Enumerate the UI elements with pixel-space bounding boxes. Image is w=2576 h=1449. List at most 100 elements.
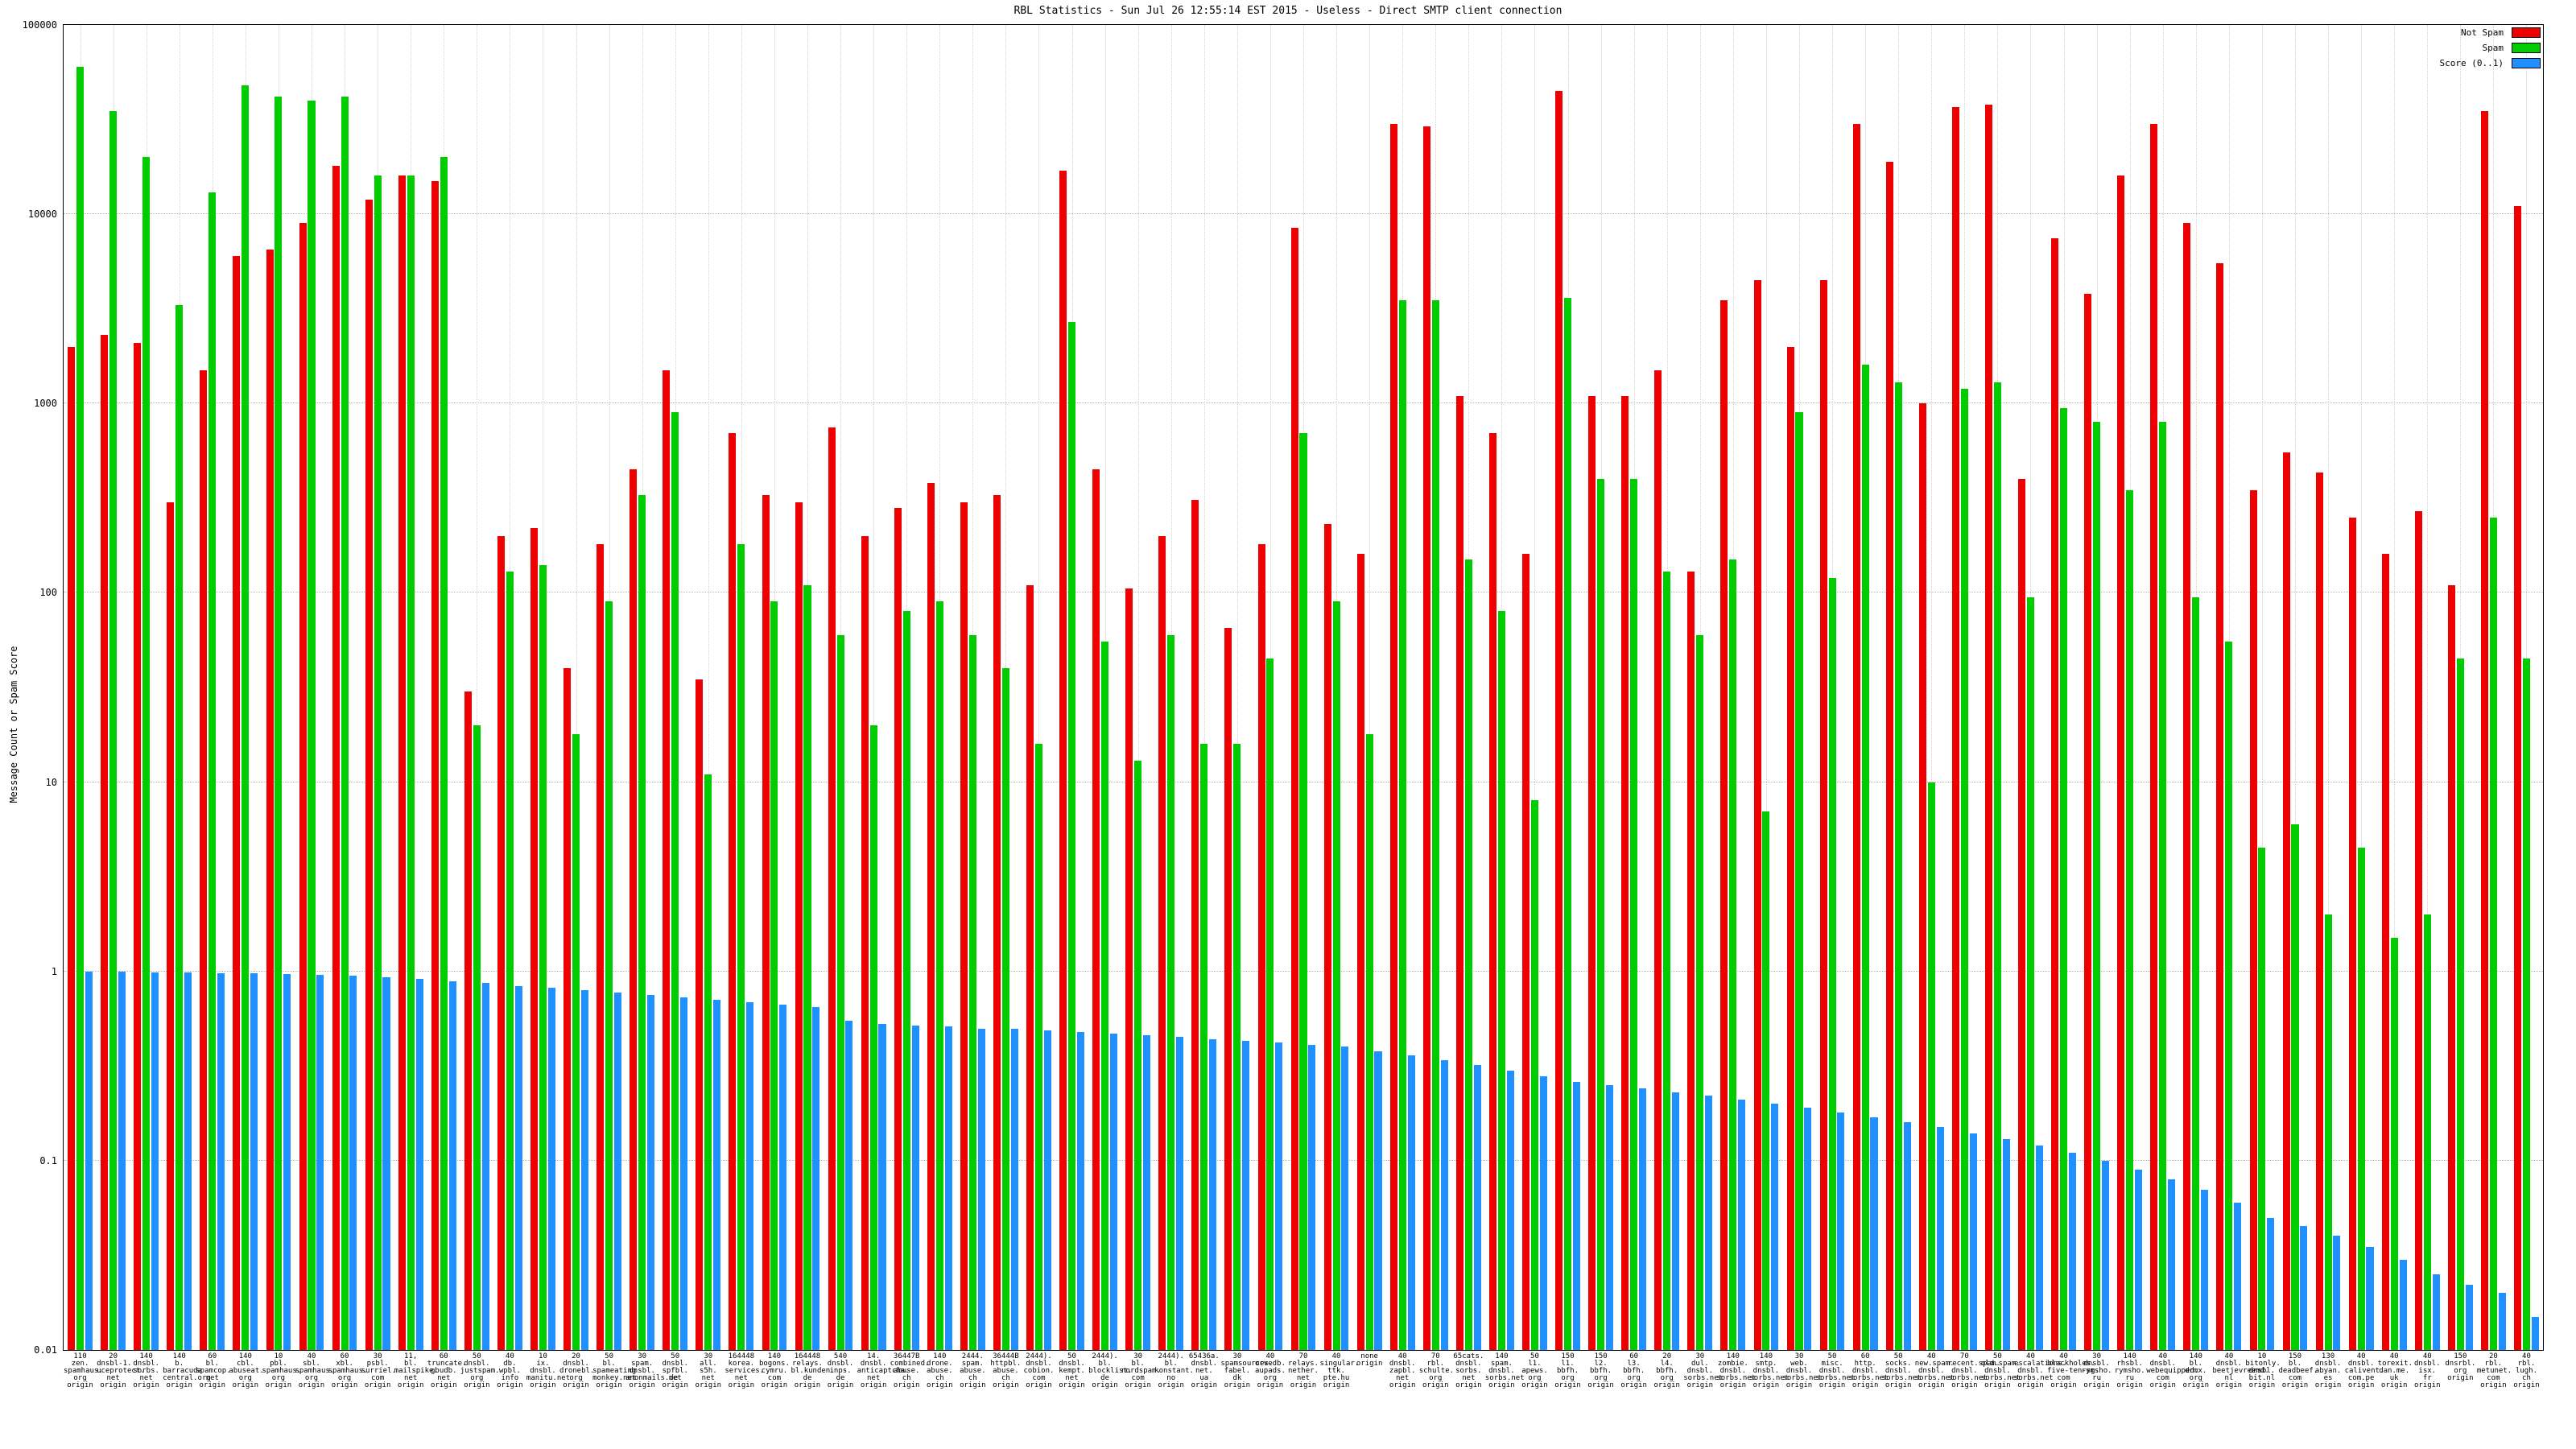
bar-spam (2390, 938, 2398, 1350)
x-tick-label: 2444). bl. blocklist. de origin (1088, 1352, 1133, 1389)
x-tick-label: 140 smtp. dnsbl. sorbs.net origin (1749, 1352, 1790, 1389)
bar-not-spam (1885, 161, 1893, 1350)
bar-score-0-1 (613, 993, 621, 1350)
plot-area: 100000 10000 1000 100 10 1 0.1 0.01 110 zen. spamh… (23, 19, 2544, 1389)
bar-score-0-1 (878, 1023, 886, 1350)
bar-not-spam (332, 166, 340, 1350)
bar-not-spam (2348, 517, 2356, 1350)
x-tick-label: 50 dnsbl. spfbl. net origin (662, 1352, 688, 1389)
x-gridline (576, 25, 577, 1350)
y-tick-label: 10000 (27, 208, 57, 221)
bar-score-0-1 (349, 975, 357, 1350)
bar-score-0-1 (647, 995, 655, 1350)
bar-not-spam (1191, 499, 1199, 1350)
bar-spam (208, 192, 217, 1350)
x-tick-label: 70 recent.spam. dnsbl. sorbs.net origin (1947, 1352, 2000, 1389)
bar-spam (2489, 517, 2497, 1350)
bar-spam (1960, 388, 1968, 1350)
chart-title: RBL Statistics - Sun Jul 26 12:55:14 EST… (1013, 5, 1563, 17)
bar-score-0-1 (316, 974, 324, 1350)
bar-spam (1200, 743, 1208, 1350)
x-tick-label: 50 old.spam. dnsbl. sorbs.net origin (1980, 1352, 2021, 1389)
bar-not-spam (2447, 584, 2455, 1350)
bar-not-spam (1786, 346, 1794, 1350)
bar-not-spam (696, 679, 704, 1350)
x-tick-label: 30 web. dnsbl. sorbs.net origin (1782, 1352, 1823, 1389)
bar-score-0-1 (1771, 1104, 1779, 1350)
bar-not-spam (2315, 473, 2323, 1350)
bar-not-spam (828, 427, 836, 1350)
bar-not-spam (1059, 170, 1067, 1350)
x-gridline (1137, 25, 1139, 1350)
x-gridline (2295, 25, 2296, 1350)
bar-spam (572, 733, 580, 1350)
bar-not-spam (464, 691, 472, 1350)
bar-spam (836, 634, 844, 1350)
bar-score-0-1 (250, 972, 258, 1350)
bar-not-spam (1687, 571, 1695, 1350)
bar-score-0-1 (1605, 1085, 1613, 1350)
bar-not-spam (167, 502, 175, 1350)
bar-spam (473, 724, 481, 1350)
bar-score-0-1 (1176, 1037, 1184, 1350)
bar-score-0-1 (1076, 1031, 1084, 1350)
bar-not-spam (431, 180, 439, 1350)
bar-not-spam (1290, 227, 1298, 1350)
y-tick-label: 0.1 (39, 1154, 57, 1166)
bar-spam (1530, 800, 1538, 1350)
x-gridline (1369, 25, 1371, 1350)
y-tick-label: 1000 (34, 398, 57, 410)
bar-score-0-1 (2002, 1139, 2010, 1350)
bar-score-0-1 (2234, 1203, 2242, 1350)
x-tick-label: 30 all. s5h. net origin (695, 1352, 722, 1389)
bar-not-spam (2216, 263, 2224, 1350)
bar-spam (1993, 382, 2001, 1350)
x-tick-label: 540 dnsbl. inps. de origin (827, 1352, 854, 1389)
x-tick-label: 60 bl. spamcop. net origin (196, 1352, 231, 1389)
bar-not-spam (1985, 104, 1993, 1350)
bar-spam (1663, 571, 1671, 1350)
x-tick-label: 14. dnsbl. anticaptcha. net origin (857, 1352, 910, 1389)
bar-score-0-1 (1903, 1121, 1911, 1350)
bar-not-spam (927, 483, 935, 1350)
bar-score-0-1 (1209, 1038, 1217, 1350)
legend-label: Spam (2482, 43, 2504, 53)
bar-not-spam (1125, 588, 1133, 1350)
x-tick-label: 150 l1. bbfh. org origin (1554, 1352, 1581, 1389)
bar-score-0-1 (2035, 1146, 2043, 1350)
bar-spam (2159, 422, 2167, 1350)
bar-score-0-1 (1109, 1033, 1117, 1350)
bar-score-0-1 (2201, 1190, 2209, 1350)
x-tick-label: 65436a. dnsbl. net. ua origin (1188, 1352, 1220, 1389)
legend-swatch (2512, 58, 2541, 68)
x-gridline (1203, 25, 1205, 1350)
bar-score-0-1 (151, 972, 159, 1350)
bar-score-0-1 (2531, 1316, 2539, 1350)
bar-not-spam (1522, 554, 1530, 1350)
bar-spam (2258, 848, 2266, 1350)
bar-spam (2126, 489, 2134, 1350)
bar-score-0-1 (1705, 1096, 1713, 1350)
bar-not-spam (1257, 544, 1265, 1350)
bar-spam (2026, 597, 2034, 1350)
bar-score-0-1 (217, 972, 225, 1350)
bar-not-spam (2414, 511, 2422, 1350)
bar-not-spam (1588, 395, 1596, 1350)
bar-spam (1597, 478, 1605, 1350)
bar-spam (407, 175, 415, 1350)
bar-score-0-1 (2168, 1179, 2176, 1350)
bar-score-0-1 (2498, 1293, 2506, 1350)
legend-label: Score (0..1) (2439, 58, 2504, 68)
bar-score-0-1 (2432, 1274, 2440, 1350)
x-gridline (2427, 25, 2429, 1350)
x-tick-label: 60 xbl. spamhaus. org origin (328, 1352, 368, 1389)
bar-spam (737, 544, 745, 1350)
bar-spam (803, 584, 811, 1350)
x-tick-label: 36447B combined. abuse. ch origin (890, 1352, 930, 1389)
bar-not-spam (2051, 237, 2059, 1350)
x-tick-label: 40 sbl. spamhaus. org origin (295, 1352, 335, 1389)
x-tick-label: 65cats. dnsbl. sorbs. net origin (1453, 1352, 1484, 1389)
bar-score-0-1 (2465, 1285, 2473, 1350)
bar-not-spam (1819, 279, 1827, 1350)
bar-score-0-1 (1936, 1127, 1944, 1350)
